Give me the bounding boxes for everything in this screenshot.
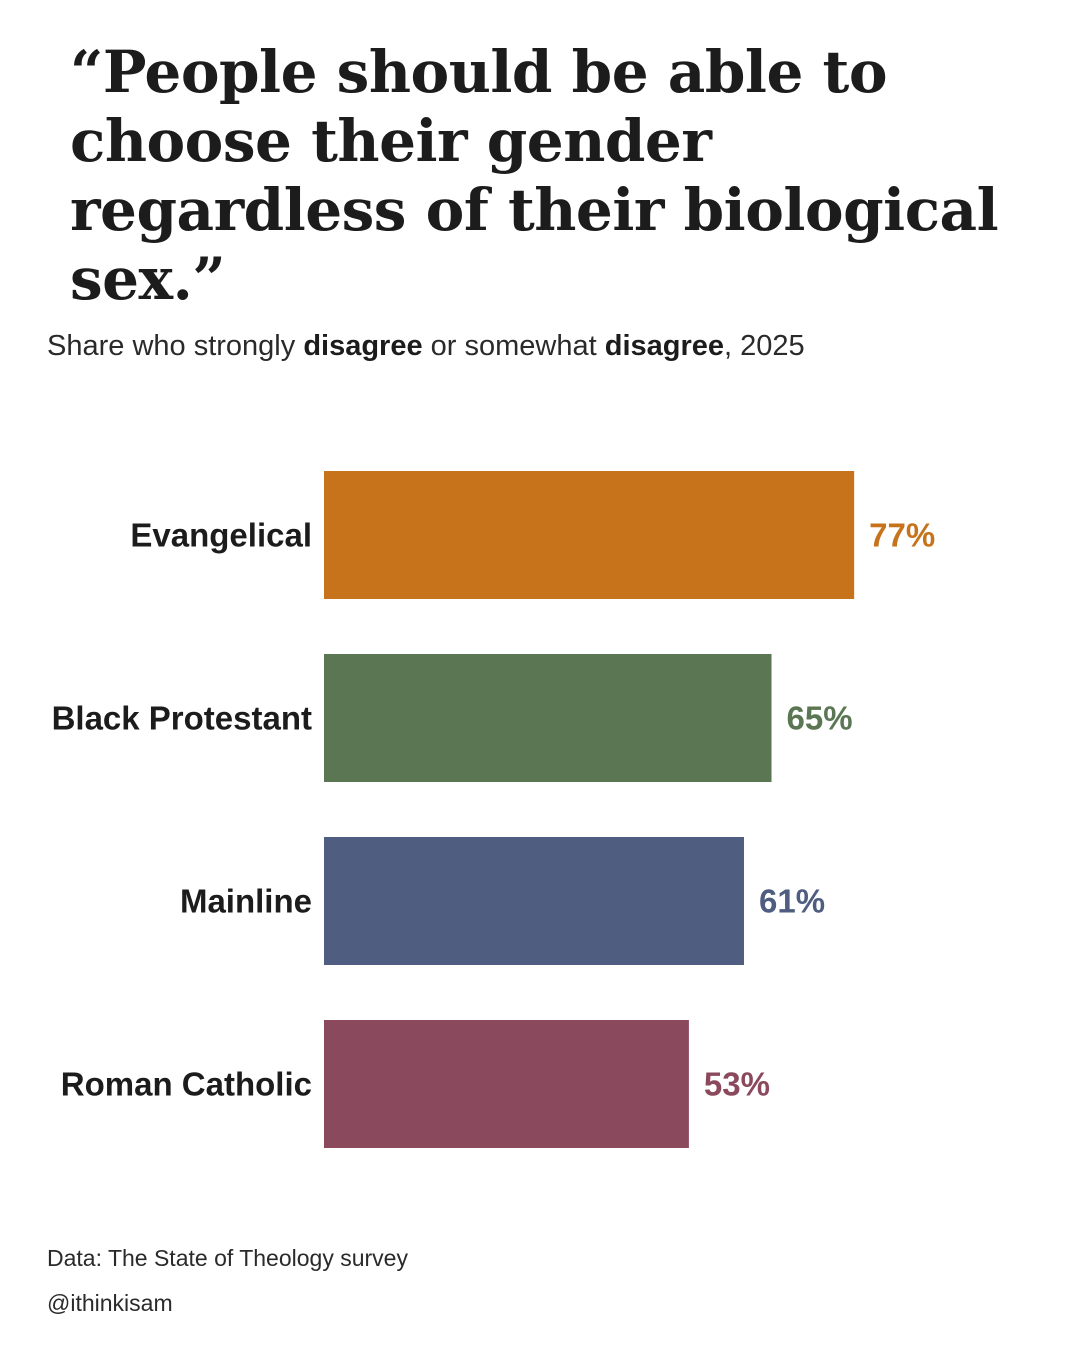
bar-evangelical — [324, 471, 855, 599]
category-label-evangelical: Evangelical — [130, 517, 312, 554]
subtitle-bold-2: disagree — [604, 330, 725, 362]
subtitle-text-3: , 2025 — [724, 330, 805, 362]
value-label-mainline: 61% — [759, 883, 825, 920]
bar-black-protestant — [324, 654, 772, 782]
chart-title: “People should be able to choose their g… — [70, 38, 999, 313]
category-label-mainline: Mainline — [180, 883, 312, 920]
bar-roman-catholic — [324, 1020, 689, 1148]
data-source: Data: The State of Theology survey — [47, 1245, 408, 1271]
bar-mainline — [324, 837, 744, 965]
value-label-black-protestant: 65% — [787, 700, 853, 737]
subtitle-text-1: Share who strongly — [47, 330, 304, 362]
subtitle-text-2: or somewhat — [422, 330, 605, 362]
value-label-evangelical: 77% — [869, 517, 935, 554]
author-credit: @ithinkisam — [47, 1290, 173, 1316]
category-label-black-protestant: Black Protestant — [52, 700, 312, 737]
subtitle-bold-1: disagree — [303, 330, 423, 362]
value-label-roman-catholic: 53% — [704, 1066, 770, 1103]
bar-chart: Evangelical 77% Black Protestant 65% Mainlin… — [52, 471, 935, 1148]
category-label-roman-catholic: Roman Catholic — [61, 1066, 312, 1103]
chart-subtitle: Share who strongly disagree or somewhat … — [47, 330, 805, 363]
